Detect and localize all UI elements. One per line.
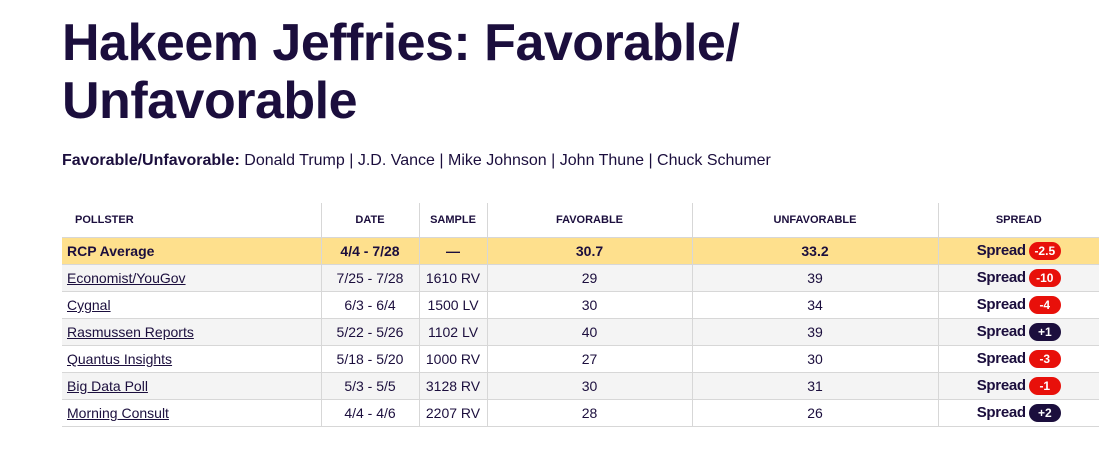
- spread-label: Spread: [976, 295, 1026, 313]
- spread-cell: Spread -1: [937, 372, 1099, 400]
- subnav-link-mike-johnson[interactable]: Mike Johnson: [447, 152, 547, 169]
- date-cell: 5/18 - 5/20: [320, 345, 419, 373]
- pollster-link[interactable]: Morning Consult: [67, 405, 169, 421]
- sample-cell: 1500 LV: [418, 291, 487, 319]
- spread-cell: Spread +2: [937, 399, 1099, 427]
- table-row: Morning Consult 4/4 - 4/6 2207 RV 28 26 …: [62, 399, 1099, 427]
- pollster-cell: Economist/YouGov: [62, 264, 321, 292]
- header-pollster[interactable]: POLLSTER: [62, 203, 321, 238]
- favorable-cell: 30: [486, 291, 692, 319]
- spread-cell: Spread -4: [937, 291, 1099, 319]
- pollster-cell: Morning Consult: [62, 399, 321, 427]
- spread-label: Spread: [976, 241, 1026, 259]
- spread-badge: -4: [1028, 296, 1061, 315]
- pollster-cell: Cygnal: [62, 291, 321, 319]
- spread-cell: Spread -10: [937, 264, 1099, 292]
- pollster-link[interactable]: Cygnal: [67, 297, 111, 313]
- unfavorable-cell: 39: [691, 318, 938, 346]
- average-favorable: 30.7: [486, 237, 692, 265]
- average-pollster: RCP Average: [62, 237, 321, 265]
- rcp-average-row: RCP Average 4/4 - 7/28 — 30.7 33.2 Sprea…: [62, 237, 1099, 265]
- date-cell: 7/25 - 7/28: [320, 264, 419, 292]
- pollster-link[interactable]: Quantus Insights: [67, 351, 173, 367]
- unfavorable-cell: 34: [691, 291, 938, 319]
- subnav-link-john-thune[interactable]: John Thune: [559, 152, 644, 169]
- spread-label: Spread: [976, 376, 1026, 394]
- average-unfavorable: 33.2: [691, 237, 938, 265]
- unfavorable-cell: 31: [691, 372, 938, 400]
- table-row: Economist/YouGov 7/25 - 7/28 1610 RV 29 …: [62, 264, 1099, 292]
- unfavorable-cell: 26: [691, 399, 938, 427]
- subnav-label: Favorable/Unfavorable:: [62, 152, 240, 169]
- header-spread[interactable]: SPREAD: [937, 203, 1099, 238]
- favorable-cell: 30: [486, 372, 692, 400]
- favorable-cell: 27: [486, 345, 692, 373]
- table-header-row: POLLSTER DATE SAMPLE FAVORABLE UNFAVORAB…: [62, 203, 1099, 238]
- spread-label: Spread: [976, 268, 1026, 286]
- spread-badge: -2.5: [1028, 242, 1061, 261]
- pollster-cell: Rasmussen Reports: [62, 318, 321, 346]
- date-cell: 4/4 - 4/6: [320, 399, 419, 427]
- polls-table: POLLSTER DATE SAMPLE FAVORABLE UNFAVORAB…: [62, 203, 1099, 427]
- subnav-link-jd-vance[interactable]: J.D. Vance: [357, 152, 435, 169]
- spread-badge: -3: [1028, 350, 1061, 369]
- average-spread: Spread -2.5: [937, 237, 1099, 265]
- table-row: Quantus Insights 5/18 - 5/20 1000 RV 27 …: [62, 345, 1099, 373]
- spread-label: Spread: [976, 322, 1026, 340]
- spread-cell: Spread +1: [937, 318, 1099, 346]
- pollster-link[interactable]: Rasmussen Reports: [67, 324, 194, 340]
- sample-cell: 1610 RV: [418, 264, 487, 292]
- header-sample[interactable]: SAMPLE: [418, 203, 487, 238]
- date-cell: 5/22 - 5/26: [320, 318, 419, 346]
- spread-badge: +1: [1028, 323, 1061, 342]
- subnav-separator: |: [349, 152, 354, 169]
- favorability-subnav: Favorable/Unfavorable: Donald Trump | J.…: [62, 151, 771, 171]
- spread-label: Spread: [976, 349, 1026, 367]
- favorable-cell: 28: [486, 399, 692, 427]
- favorable-cell: 40: [486, 318, 692, 346]
- date-cell: 5/3 - 5/5: [320, 372, 419, 400]
- favorable-cell: 29: [486, 264, 692, 292]
- date-cell: 6/3 - 6/4: [320, 291, 419, 319]
- pollster-link[interactable]: Big Data Poll: [67, 378, 148, 394]
- subnav-link-chuck-schumer[interactable]: Chuck Schumer: [657, 152, 771, 169]
- header-date[interactable]: DATE: [320, 203, 419, 238]
- unfavorable-cell: 39: [691, 264, 938, 292]
- page-title: Hakeem Jeffries: Favorable/ Unfavorable: [62, 14, 740, 130]
- subnav-separator: |: [648, 152, 653, 169]
- table-row: Cygnal 6/3 - 6/4 1500 LV 30 34 Spread -4: [62, 291, 1099, 319]
- pollster-cell: Quantus Insights: [62, 345, 321, 373]
- subnav-separator: |: [439, 152, 444, 169]
- spread-label: Spread: [976, 403, 1026, 421]
- table-row: Rasmussen Reports 5/22 - 5/26 1102 LV 40…: [62, 318, 1099, 346]
- spread-badge: -10: [1028, 269, 1061, 288]
- sample-cell: 1000 RV: [418, 345, 487, 373]
- sample-cell: 3128 RV: [418, 372, 487, 400]
- subnav-separator: |: [551, 152, 556, 169]
- average-sample: —: [418, 237, 487, 265]
- sample-cell: 1102 LV: [418, 318, 487, 346]
- table-row: Big Data Poll 5/3 - 5/5 3128 RV 30 31 Sp…: [62, 372, 1099, 400]
- spread-badge: +2: [1028, 404, 1061, 423]
- spread-cell: Spread -3: [937, 345, 1099, 373]
- header-unfavorable[interactable]: UNFAVORABLE: [691, 203, 938, 238]
- header-favorable[interactable]: FAVORABLE: [486, 203, 692, 238]
- pollster-cell: Big Data Poll: [62, 372, 321, 400]
- unfavorable-cell: 30: [691, 345, 938, 373]
- average-date: 4/4 - 7/28: [320, 237, 419, 265]
- sample-cell: 2207 RV: [418, 399, 487, 427]
- spread-badge: -1: [1028, 377, 1061, 396]
- pollster-link[interactable]: Economist/YouGov: [67, 270, 186, 286]
- subnav-link-donald-trump[interactable]: Donald Trump: [244, 152, 345, 169]
